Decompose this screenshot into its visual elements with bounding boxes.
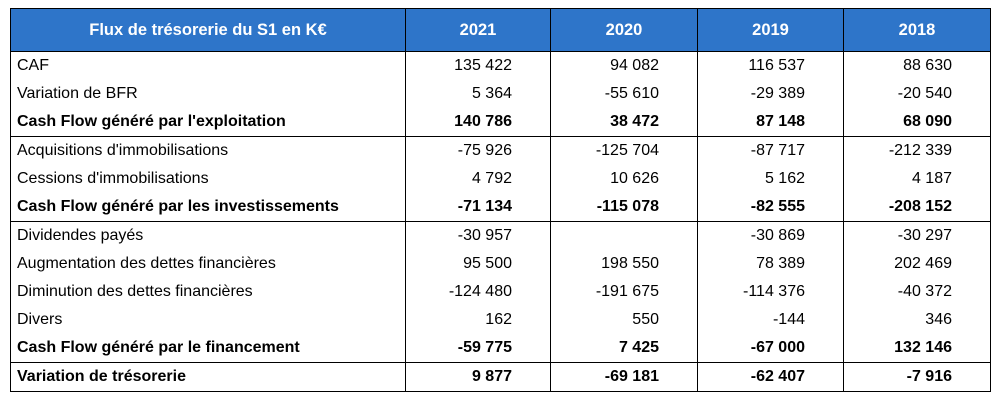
table-row: Variation de trésorerie 9 877 -69 181 -62 4…	[10, 362, 991, 392]
row-label: Cash Flow généré par le financement	[10, 334, 406, 363]
row-label: CAF	[10, 51, 406, 80]
value-cell: 5 364	[405, 80, 551, 108]
row-label: Divers	[10, 306, 406, 334]
value-cell: -82 555	[697, 193, 844, 222]
value-cell: 162	[405, 306, 551, 334]
value-cell: -40 372	[843, 278, 991, 306]
table-row: Dividendes payés -30 957 -30 869 -30 297	[10, 221, 991, 250]
header-year: 2020	[550, 8, 698, 52]
value-cell: -114 376	[697, 278, 844, 306]
cash-flow-table: Flux de trésorerie du S1 en K€ 2021 2020 20…	[10, 8, 991, 392]
value-cell: -30 957	[405, 221, 551, 250]
value-cell: 5 162	[697, 165, 844, 193]
value-cell: -125 704	[550, 136, 698, 165]
value-cell: 95 500	[405, 250, 551, 278]
row-label: Variation de BFR	[10, 80, 406, 108]
empty-cell	[550, 221, 698, 250]
table-row: Variation de BFR 5 364 -55 610 -29 389 -20 5…	[10, 80, 991, 108]
value-cell: -208 152	[843, 193, 991, 222]
value-cell: -115 078	[550, 193, 698, 222]
table-row: Diminution des dettes financières -124 48…	[10, 278, 991, 306]
value-cell: 88 630	[843, 51, 991, 80]
row-label: Cessions d'immobilisations	[10, 165, 406, 193]
header-year: 2018	[843, 8, 991, 52]
value-cell: -67 000	[697, 334, 844, 363]
row-label: Cash Flow généré par l'exploitation	[10, 108, 406, 137]
header-row: Flux de trésorerie du S1 en K€ 2021 2020 20…	[10, 8, 991, 52]
value-cell: -59 775	[405, 334, 551, 363]
table-row: Cash Flow généré par le financement -59 7…	[10, 334, 991, 363]
value-cell: 202 469	[843, 250, 991, 278]
row-label: Augmentation des dettes financières	[10, 250, 406, 278]
value-cell: 7 425	[550, 334, 698, 363]
header-year: 2021	[405, 8, 551, 52]
value-cell: -71 134	[405, 193, 551, 222]
value-cell: -30 297	[843, 221, 991, 250]
row-label: Diminution des dettes financières	[10, 278, 406, 306]
value-cell: 68 090	[843, 108, 991, 137]
value-cell: 94 082	[550, 51, 698, 80]
value-cell: -62 407	[697, 362, 844, 392]
table-row: Divers 162 550 -144 346	[10, 306, 991, 334]
header-year: 2019	[697, 8, 844, 52]
table-row: Augmentation des dettes financières 95 50…	[10, 250, 991, 278]
row-label: Cash Flow généré par les investissements	[10, 193, 406, 222]
table-row: Acquisitions d'immobilisations -75 926 -12…	[10, 136, 991, 165]
value-cell: 10 626	[550, 165, 698, 193]
value-cell: -55 610	[550, 80, 698, 108]
value-cell: 38 472	[550, 108, 698, 137]
table-wrap: Flux de trésorerie du S1 en K€ 2021 2020 20…	[10, 8, 991, 392]
value-cell: -87 717	[697, 136, 844, 165]
value-cell: 78 389	[697, 250, 844, 278]
value-cell: -212 339	[843, 136, 991, 165]
value-cell: -20 540	[843, 80, 991, 108]
value-cell: 140 786	[405, 108, 551, 137]
table-row: Cessions d'immobilisations 4 792 10 626 5 1…	[10, 165, 991, 193]
table-row: Cash Flow généré par les investissements…	[10, 193, 991, 222]
value-cell: 87 148	[697, 108, 844, 137]
value-cell: -29 389	[697, 80, 844, 108]
value-cell: -7 916	[843, 362, 991, 392]
value-cell: 135 422	[405, 51, 551, 80]
value-cell: 9 877	[405, 362, 551, 392]
value-cell: -144	[697, 306, 844, 334]
value-cell: -69 181	[550, 362, 698, 392]
row-label: Dividendes payés	[10, 221, 406, 250]
row-label: Acquisitions d'immobilisations	[10, 136, 406, 165]
value-cell: 132 146	[843, 334, 991, 363]
value-cell: 116 537	[697, 51, 844, 80]
row-label: Variation de trésorerie	[10, 362, 406, 392]
value-cell: 198 550	[550, 250, 698, 278]
table-row: CAF 135 422 94 082 116 537 88 630	[10, 51, 991, 80]
table-row: Cash Flow généré par l'exploitation 140 7…	[10, 108, 991, 137]
value-cell: -75 926	[405, 136, 551, 165]
header-label: Flux de trésorerie du S1 en K€	[10, 8, 406, 52]
value-cell: 550	[550, 306, 698, 334]
value-cell: -124 480	[405, 278, 551, 306]
value-cell: 4 187	[843, 165, 991, 193]
value-cell: -30 869	[697, 221, 844, 250]
value-cell: 346	[843, 306, 991, 334]
value-cell: -191 675	[550, 278, 698, 306]
value-cell: 4 792	[405, 165, 551, 193]
